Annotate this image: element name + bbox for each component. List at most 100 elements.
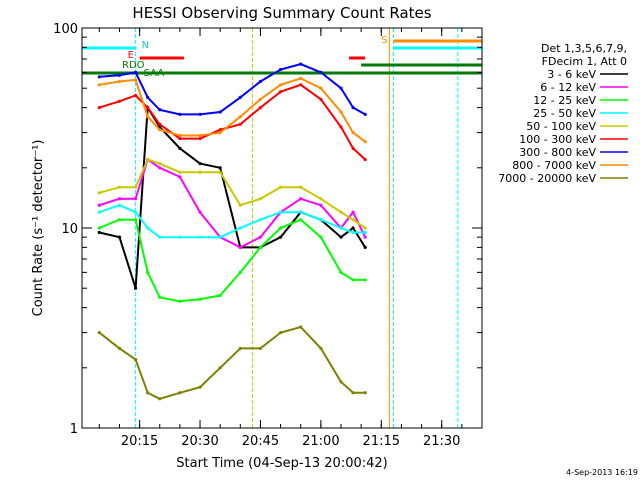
series-line bbox=[98, 204, 366, 239]
data-point bbox=[278, 330, 283, 335]
data-point bbox=[133, 78, 138, 82]
data-point bbox=[238, 245, 242, 249]
data-point bbox=[351, 210, 355, 214]
legend-entry-label: 12 - 25 keV bbox=[533, 94, 596, 107]
legend-entry-label: 25 - 50 keV bbox=[533, 107, 596, 120]
data-point bbox=[97, 191, 101, 195]
legend-entry-label: 7000 - 20000 keV bbox=[498, 172, 596, 185]
data-point bbox=[158, 295, 162, 299]
x-tick-label: 20:15 bbox=[121, 434, 158, 449]
data-point bbox=[158, 122, 162, 126]
data-point bbox=[258, 346, 263, 351]
data-point bbox=[278, 235, 283, 239]
data-point bbox=[319, 70, 323, 74]
flag-label: S bbox=[381, 35, 387, 46]
legend: Det 1,3,5,6,7,9,FDecim 1, Att 03 - 6 keV… bbox=[498, 42, 628, 185]
x-tick-label: 21:30 bbox=[423, 434, 460, 449]
data-point bbox=[117, 79, 122, 84]
data-point bbox=[258, 97, 263, 101]
data-point bbox=[299, 218, 303, 222]
data-point bbox=[158, 166, 162, 170]
data-point bbox=[117, 99, 122, 103]
data-point bbox=[363, 157, 367, 162]
data-point bbox=[351, 226, 355, 230]
series-line bbox=[98, 218, 366, 303]
data-point bbox=[158, 161, 162, 166]
data-point bbox=[218, 128, 222, 132]
x-tick-label: 21:00 bbox=[302, 434, 339, 449]
series-line bbox=[98, 325, 366, 400]
data-point bbox=[133, 93, 138, 98]
data-point bbox=[146, 226, 150, 230]
date-stamp: 4-Sep-2013 16:19 bbox=[566, 468, 638, 477]
data-point bbox=[97, 330, 101, 335]
legend-entry-label: 800 - 7000 keV bbox=[512, 159, 596, 172]
data-point bbox=[238, 95, 242, 99]
data-point bbox=[117, 235, 122, 239]
data-point bbox=[363, 226, 367, 230]
data-point bbox=[339, 226, 343, 230]
series-layer bbox=[97, 62, 367, 401]
data-point bbox=[278, 67, 283, 72]
data-point bbox=[146, 105, 150, 110]
data-point bbox=[146, 391, 150, 395]
data-point bbox=[198, 136, 202, 141]
data-point bbox=[363, 140, 367, 144]
data-point bbox=[299, 185, 303, 189]
data-point bbox=[133, 286, 138, 290]
data-point bbox=[117, 73, 122, 77]
data-point bbox=[319, 203, 323, 207]
legend-entry-label: 100 - 300 keV bbox=[519, 133, 596, 146]
y-tick-label: 100 bbox=[53, 22, 78, 37]
data-point bbox=[363, 391, 367, 395]
data-point bbox=[278, 185, 283, 189]
x-axis: 20:15 20:30 20:45 21:00 21:15 21:30 bbox=[98, 28, 483, 449]
data-point bbox=[339, 270, 343, 274]
data-point bbox=[133, 70, 138, 74]
data-point bbox=[351, 278, 355, 282]
data-point bbox=[178, 175, 182, 179]
data-point bbox=[299, 210, 303, 214]
data-point bbox=[258, 245, 263, 249]
data-point bbox=[198, 297, 202, 301]
data-point bbox=[278, 226, 283, 230]
data-point bbox=[178, 146, 182, 151]
data-point bbox=[97, 226, 101, 230]
flag-label: N bbox=[142, 40, 149, 51]
flag-label: SAA bbox=[144, 68, 165, 79]
data-point bbox=[299, 62, 303, 66]
data-point bbox=[299, 325, 303, 329]
data-point bbox=[258, 235, 263, 239]
data-point bbox=[178, 235, 182, 239]
data-point bbox=[218, 293, 222, 298]
data-point bbox=[178, 299, 182, 303]
legend-entry-label: 3 - 6 keV bbox=[547, 68, 596, 81]
data-point bbox=[97, 230, 101, 235]
data-point bbox=[351, 146, 355, 151]
legend-entry-label: 300 - 800 keV bbox=[519, 146, 596, 159]
y-tick-label: 1 bbox=[70, 422, 78, 437]
data-point bbox=[218, 110, 222, 114]
data-point bbox=[238, 203, 242, 207]
data-point bbox=[133, 185, 138, 189]
data-point bbox=[218, 170, 222, 174]
data-point bbox=[238, 122, 242, 126]
data-point bbox=[238, 270, 242, 274]
data-point bbox=[146, 270, 150, 274]
legend-entry-label: 50 - 100 keV bbox=[526, 120, 596, 133]
data-point bbox=[319, 197, 323, 201]
data-point bbox=[351, 230, 355, 235]
data-point bbox=[363, 230, 367, 235]
data-point bbox=[117, 197, 122, 201]
data-point bbox=[238, 115, 242, 119]
data-point bbox=[117, 218, 122, 222]
data-point bbox=[178, 391, 182, 395]
x-axis-label: Start Time (04-Sep-13 20:00:42) bbox=[176, 456, 387, 471]
data-point bbox=[97, 210, 101, 214]
y-axis: 1 10 100 bbox=[53, 22, 482, 437]
series-line bbox=[99, 158, 366, 229]
legend-header: FDecim 1, Att 0 bbox=[542, 55, 627, 68]
data-point bbox=[178, 136, 182, 141]
data-point bbox=[351, 391, 355, 395]
